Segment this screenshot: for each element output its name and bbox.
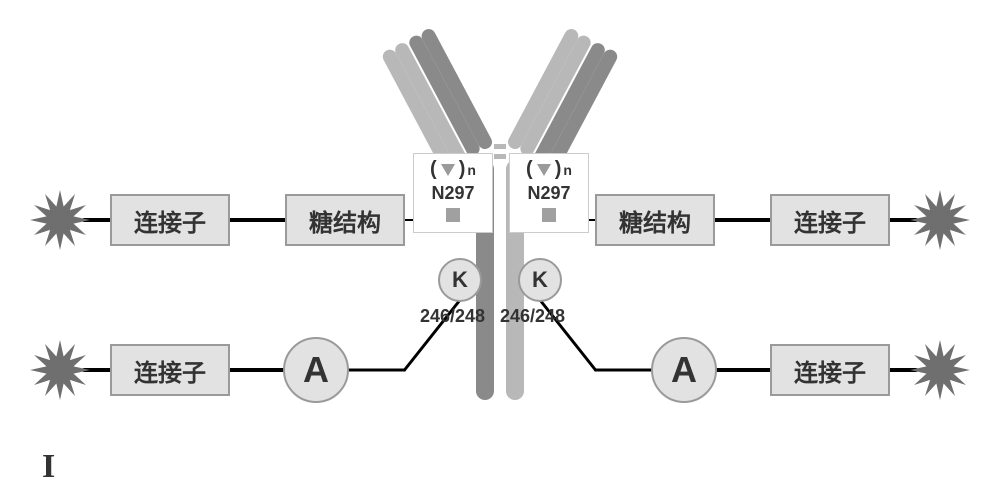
n297-marker-icon [446,208,460,222]
n297-site-right: ( ) n N297 [509,153,589,233]
k-residue-right: K [518,258,562,302]
linker-box-lower-right: 连接子 [770,344,890,396]
linker-box-lower-left: 连接子 [110,344,230,396]
n297-label: N297 [414,183,492,204]
n297-label: N297 [510,183,588,204]
a-label: A [303,349,329,391]
k-residue-left: K [438,258,482,302]
k-label: K [452,267,468,293]
triangle-icon [535,162,553,178]
subscript-n: n [563,162,572,178]
a-label: A [671,349,697,391]
subscript-n: n [467,162,476,178]
sugar-box-left: 糖结构 [285,194,405,246]
a-marker-left: A [283,337,349,403]
triangle-icon [439,162,457,178]
sugar-label: 糖结构 [309,203,381,238]
sugar-label: 糖结构 [619,203,691,238]
linker-label: 连接子 [134,353,206,388]
paren-close: ) [555,158,562,181]
n297-site-left: ( ) n N297 [413,153,493,233]
paren-open: ( [430,158,437,181]
linker-box-upper-right: 连接子 [770,194,890,246]
linker-label: 连接子 [794,353,866,388]
a-marker-right: A [651,337,717,403]
linker-label: 连接子 [794,203,866,238]
linker-label: 连接子 [134,203,206,238]
k-label: K [532,267,548,293]
n297-marker-icon [542,208,556,222]
k-site-label-left: 246/248 [420,306,485,327]
linker-box-upper-left: 连接子 [110,194,230,246]
k-site-label-right: 246/248 [500,306,565,327]
diagram-svg [0,0,1000,500]
paren-open: ( [526,158,533,181]
paren-close: ) [459,158,466,181]
panel-label: I [42,448,55,486]
sugar-box-right: 糖结构 [595,194,715,246]
